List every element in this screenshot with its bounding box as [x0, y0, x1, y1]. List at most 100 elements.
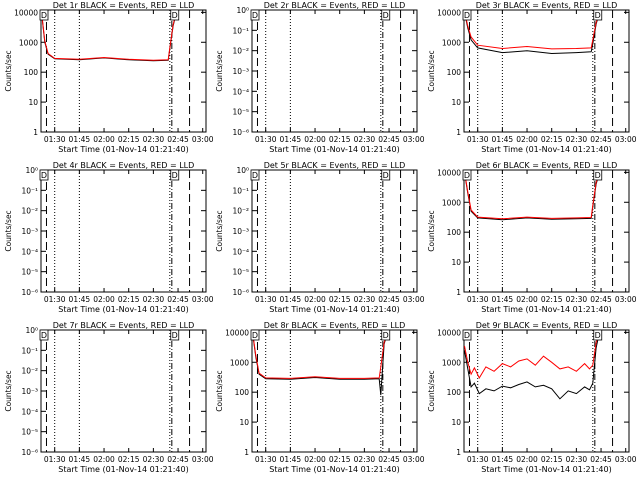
y-tick-label: 100 — [24, 68, 39, 77]
y-tick-label: 10⁻¹ — [21, 346, 38, 355]
y-tick-label: 10⁻⁶ — [232, 288, 249, 297]
x-tick-label: 02:15 — [118, 135, 140, 144]
x-tick-label: 02:30 — [354, 135, 376, 144]
y-tick-label: 10 — [451, 418, 461, 427]
x-tick-label: 02:30 — [354, 295, 376, 304]
x-tick-label: 02:30 — [354, 455, 376, 464]
y-tick-label: 1000 — [442, 358, 461, 367]
x-tick-label: 02:30 — [566, 295, 588, 304]
chart-title: Det 4r BLACK = Events, RED = LLD — [53, 161, 195, 170]
x-tick-label: 02:15 — [541, 135, 563, 144]
y-tick-label: 10⁻⁴ — [232, 247, 249, 256]
y-tick-label: 100 — [235, 388, 250, 397]
marker-box — [462, 9, 472, 21]
y-tick-label: 1 — [456, 448, 461, 457]
x-axis-label: Start Time (01-Nov-14 01:21:40) — [481, 145, 611, 154]
marker-box — [381, 169, 391, 181]
y-tick-label: 1000 — [19, 38, 38, 47]
marker-box — [250, 169, 260, 181]
marker-label: D — [595, 331, 601, 340]
chart-panel-det-9: Det 9r BLACK = Events, RED = LLD 01:30 01:… — [427, 321, 637, 474]
marker-box — [381, 329, 391, 341]
marker-label: D — [252, 331, 258, 340]
x-tick-label: 02:00 — [93, 135, 115, 144]
marker-label: D — [252, 11, 258, 20]
x-tick-label: 02:45 — [378, 135, 400, 144]
x-tick-label: 02:00 — [304, 295, 326, 304]
x-tick-label: 02:30 — [566, 135, 588, 144]
x-tick-label: 02:45 — [167, 295, 189, 304]
x-tick-label: 03:00 — [615, 455, 637, 464]
y-tick-label: 10⁻⁶ — [21, 288, 38, 297]
y-tick-label: 10⁻² — [232, 47, 249, 56]
y-tick-label: 10⁻⁶ — [21, 448, 38, 457]
chart-panel-det-8: Det 8r BLACK = Events, RED = LLD 01:30 01:… — [215, 321, 425, 474]
x-tick-label: 01:30 — [44, 295, 66, 304]
chart-panel-det-5: Det 5r BLACK = Events, RED = LLD 01:30 01:… — [215, 161, 425, 314]
x-tick-label: 01:30 — [467, 295, 489, 304]
x-tick-label: 02:00 — [304, 135, 326, 144]
chart-panel-det-7: Det 7r BLACK = Events, RED = LLD 01:30 01:… — [4, 321, 214, 474]
y-axis-label: Counts/sec — [427, 50, 436, 91]
x-tick-label: 02:15 — [118, 455, 140, 464]
y-axis-label: Counts/sec — [4, 50, 13, 91]
chart-title: Det 2r BLACK = Events, RED = LLD — [264, 1, 406, 10]
chart-title: Det 7r BLACK = Events, RED = LLD — [53, 321, 195, 330]
y-tick-label: 10 — [239, 418, 249, 427]
marker-box — [381, 9, 391, 21]
chart-panel-det-1: Det 1r BLACK = Events, RED = LLD 01:30 01:… — [4, 1, 214, 154]
y-tick-label: 10000 — [225, 328, 249, 337]
marker-label: D — [172, 11, 178, 20]
series-events-line — [41, 12, 177, 62]
x-tick-label: 02:15 — [118, 295, 140, 304]
marker-label: D — [595, 171, 601, 180]
marker-label: D — [41, 171, 47, 180]
chart-panel-det-3: Det 3r BLACK = Events, RED = LLD 01:30 01:… — [427, 1, 637, 154]
marker-box — [250, 9, 260, 21]
marker-label: D — [464, 171, 470, 180]
chart-panel-det-2: Det 2r BLACK = Events, RED = LLD 01:30 01:… — [215, 1, 425, 154]
y-tick-label: 10000 — [437, 328, 461, 337]
marker-label: D — [383, 331, 389, 340]
series-events-line — [464, 12, 600, 55]
x-tick-label: 02:45 — [590, 135, 612, 144]
y-tick-label: 1000 — [442, 38, 461, 47]
x-tick-label: 01:30 — [44, 135, 66, 144]
marker-box — [39, 329, 49, 341]
x-tick-label: 02:45 — [590, 455, 612, 464]
y-tick-label: 100 — [447, 228, 462, 237]
marker-label: D — [464, 331, 470, 340]
x-tick-label: 02:00 — [93, 455, 115, 464]
x-tick-label: 02:15 — [329, 455, 351, 464]
x-axis-label: Start Time (01-Nov-14 01:21:40) — [481, 305, 611, 314]
x-axis-label: Start Time (01-Nov-14 01:21:40) — [269, 305, 399, 314]
plot-frame — [40, 329, 207, 453]
marker-label: D — [172, 331, 178, 340]
y-tick-label: 10⁻³ — [21, 387, 38, 396]
y-tick-label: 10 — [451, 98, 461, 107]
y-axis-label: Counts/sec — [215, 370, 224, 411]
y-tick-label: 10⁰ — [25, 326, 38, 335]
plot-frame — [251, 329, 418, 453]
y-tick-label: 10⁻³ — [232, 227, 249, 236]
marker-label: D — [252, 171, 258, 180]
chart-title: Det 9r BLACK = Events, RED = LLD — [476, 321, 618, 330]
plot-frame — [251, 9, 418, 133]
x-tick-label: 01:30 — [44, 455, 66, 464]
marker-label: D — [595, 11, 601, 20]
y-tick-label: 100 — [447, 388, 462, 397]
x-tick-label: 02:45 — [167, 135, 189, 144]
y-tick-label: 1 — [244, 448, 249, 457]
x-tick-label: 01:30 — [467, 455, 489, 464]
series-events-line — [464, 172, 600, 221]
x-tick-label: 03:00 — [403, 295, 425, 304]
marker-box — [250, 329, 260, 341]
x-tick-label: 02:00 — [516, 135, 538, 144]
marker-label: D — [41, 331, 47, 340]
marker-label: D — [383, 11, 389, 20]
marker-label: D — [41, 11, 47, 20]
x-tick-label: 03:00 — [615, 295, 637, 304]
y-tick-label: 10 — [28, 98, 38, 107]
x-axis-label: Start Time (01-Nov-14 01:21:40) — [269, 465, 399, 474]
